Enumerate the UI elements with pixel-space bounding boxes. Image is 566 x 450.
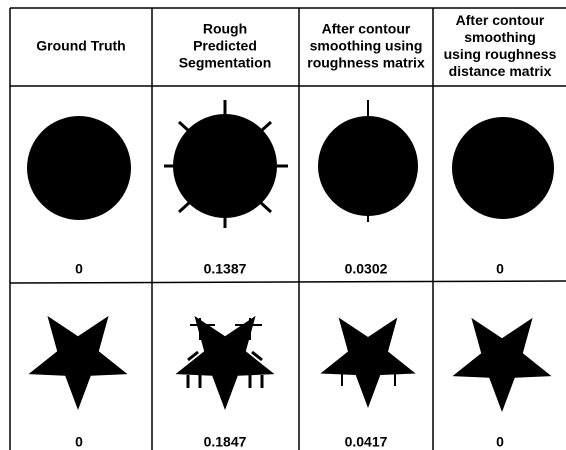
score-label: 0 (496, 261, 504, 277)
column-header: Rough (203, 21, 247, 37)
score-label: 0.0417 (345, 434, 388, 450)
ground-truth-circle (27, 116, 131, 220)
column-header: After contour (456, 12, 545, 28)
smoothed-circle-1 (318, 100, 418, 222)
row-2-images (28, 315, 552, 412)
border (9, 280, 566, 284)
column-header: smoothing using (310, 38, 423, 54)
column-header: distance matrix (449, 63, 552, 79)
ground-truth-star (28, 315, 128, 410)
column-header: smoothing (464, 29, 536, 45)
row-1-images (27, 100, 554, 228)
smoothed-circle-2 (452, 117, 554, 219)
rough-circle (164, 100, 288, 228)
smoothed-star-2 (452, 317, 552, 412)
rough-star (175, 315, 275, 410)
column-header: using roughness (444, 46, 557, 62)
score-label: 0.1387 (204, 261, 247, 277)
score-label: 0.1847 (204, 434, 247, 450)
score-label: 0 (75, 261, 83, 277)
score-label: 0 (75, 434, 83, 450)
column-header: After contour (322, 21, 411, 37)
score-label: 0 (496, 434, 504, 450)
column-header: Segmentation (179, 55, 272, 71)
column-header: roughness matrix (307, 55, 425, 71)
smoothed-star-1 (320, 317, 416, 408)
column-header: Predicted (193, 38, 257, 54)
table-grid (9, 7, 566, 450)
column-header: Ground Truth (36, 38, 125, 54)
score-label: 0.0302 (345, 261, 388, 277)
